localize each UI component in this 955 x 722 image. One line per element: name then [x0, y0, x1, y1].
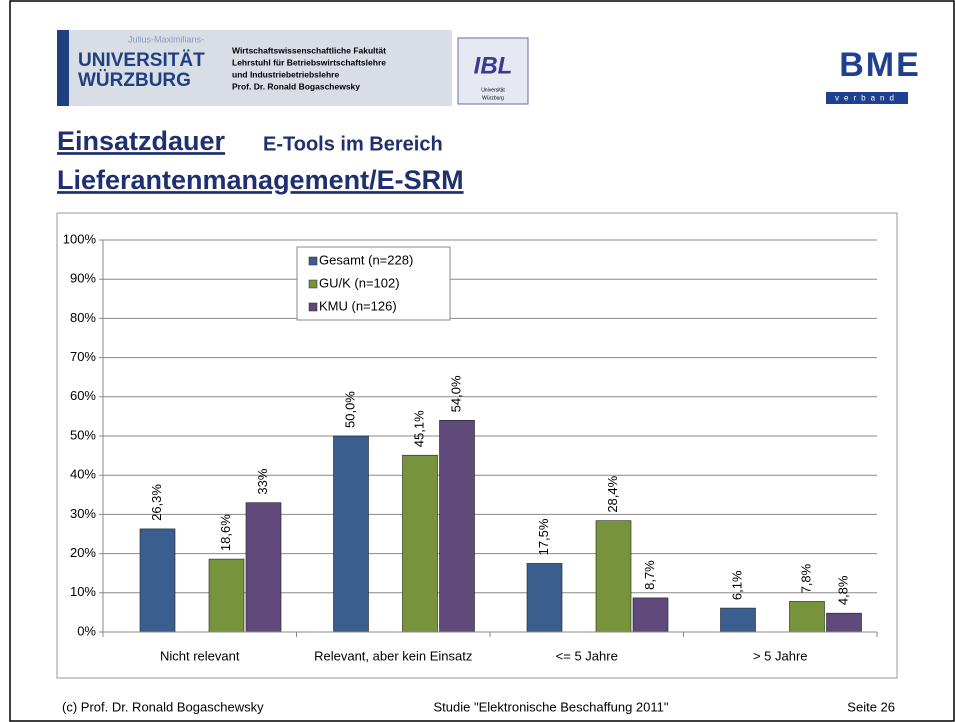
value-label: 7,8% — [798, 563, 813, 593]
bar — [526, 563, 563, 633]
bme-band — [826, 92, 908, 104]
bar — [720, 607, 756, 633]
legend-label: KMU (n=126) — [319, 298, 397, 313]
footer-center: Studie "Elektronische Beschaffung 2011" — [434, 699, 669, 714]
logo-band — [57, 30, 452, 106]
faculty-line: Wirtschaftswissenschaftliche Fakultät — [232, 45, 386, 55]
value-label: 45,1% — [411, 410, 426, 447]
y-tick-label: 20% — [70, 545, 96, 560]
value-label: 33% — [255, 468, 270, 494]
bar — [632, 597, 669, 633]
bar — [333, 435, 369, 633]
x-tick-label: Nicht relevant — [160, 648, 240, 663]
y-tick-label: 10% — [70, 584, 96, 599]
bar — [402, 454, 438, 633]
y-tick-label: 90% — [70, 271, 96, 286]
faculty-line: und Industriebetriebslehre — [232, 69, 339, 79]
value-label: 26,3% — [149, 484, 164, 521]
y-tick-label: 80% — [70, 310, 96, 325]
legend-swatch — [308, 302, 318, 312]
y-tick-label: 50% — [70, 427, 96, 442]
chart-frame — [56, 212, 898, 679]
legend-swatch — [308, 256, 318, 266]
value-label: 50,0% — [342, 391, 357, 428]
y-tick-label: 30% — [70, 506, 96, 521]
y-tick-label: 40% — [70, 467, 96, 482]
value-label: 8,7% — [642, 560, 657, 590]
value-label: 18,6% — [218, 514, 233, 551]
chart: 0% 10% 20% 30% 40% 50% 60% 70% 80% 90% 100% Nicht r… — [63, 231, 878, 663]
value-label: 4,8% — [835, 575, 850, 605]
uni-line1: UNIVERSITÄT — [78, 50, 205, 71]
bar — [789, 601, 825, 633]
title-part3: Lieferantenmanagement/E-SRM — [57, 165, 464, 195]
x-tick-label: <= 5 Jahre — [556, 648, 618, 663]
y-tick-label: 70% — [70, 349, 96, 364]
faculty-line: Prof. Dr. Ronald Bogaschewsky — [232, 81, 360, 91]
uni-line2: WÜRZBURG — [78, 70, 191, 91]
bar — [595, 520, 632, 633]
legend-swatch — [308, 279, 318, 289]
legend-box — [296, 246, 451, 321]
legend-label: Gesamt (n=228) — [319, 252, 413, 267]
y-tick-label: 0% — [77, 623, 96, 638]
value-label: 54,0% — [448, 375, 463, 412]
value-label: 17,5% — [536, 518, 551, 555]
faculty-line: Lehrstuhl für Betriebswirtschaftslehre — [232, 57, 386, 67]
value-label: 28,4% — [605, 475, 620, 512]
title-part2: E-Tools im Bereich — [263, 133, 443, 155]
uni-small: Julius-Maximilians- — [128, 34, 204, 44]
y-tick-label: 100% — [63, 231, 97, 246]
logo-bar — [57, 30, 69, 106]
bar — [208, 558, 245, 633]
ibl-text: IBL — [474, 52, 513, 79]
y-tick-label: 60% — [70, 388, 96, 403]
bme-sub: verband — [835, 94, 899, 103]
footer-left: (c) Prof. Dr. Ronald Bogaschewsky — [62, 699, 264, 714]
bar — [139, 528, 176, 633]
title-part1: Einsatzdauer — [57, 126, 226, 156]
footer-right: Seite 26 — [847, 699, 895, 714]
bar — [439, 420, 475, 633]
bme-logo: BME — [839, 46, 921, 84]
value-label: 6,1% — [729, 570, 744, 600]
x-tick-label: Relevant, aber kein Einsatz — [314, 648, 472, 663]
bar — [245, 502, 282, 633]
ibl-logo — [457, 37, 529, 105]
legend-label: GU/K (n=102) — [319, 275, 400, 290]
x-tick-label: > 5 Jahre — [753, 648, 808, 663]
bar — [826, 612, 862, 633]
ibl-sub: Universität — [481, 87, 505, 93]
ibl-sub: Würzburg — [482, 95, 504, 101]
